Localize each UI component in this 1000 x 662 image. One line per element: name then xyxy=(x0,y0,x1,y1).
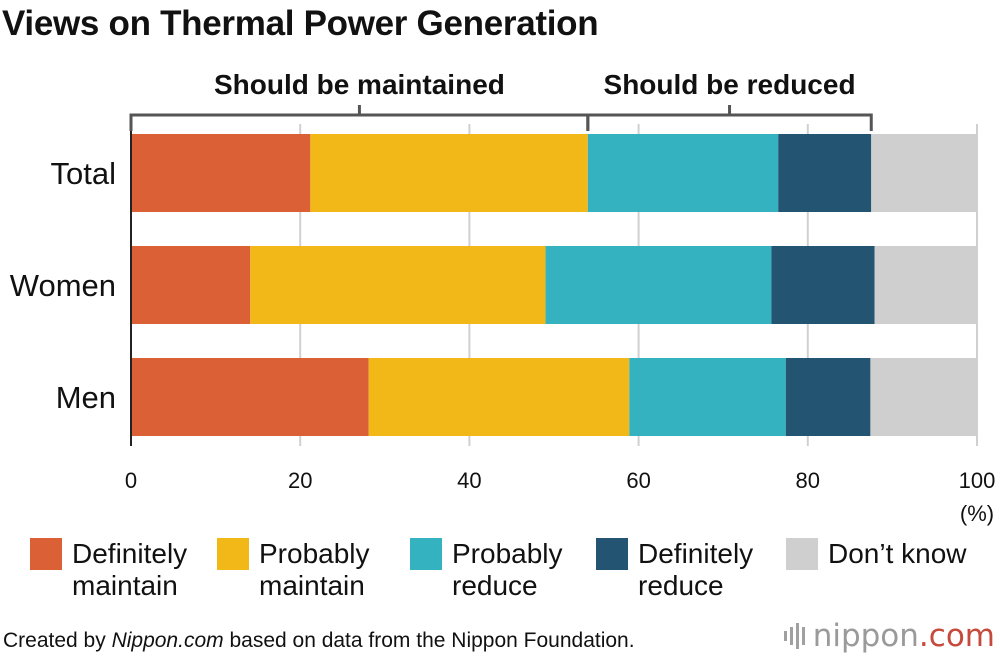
logo-name: nippon xyxy=(812,618,919,654)
legend-swatch-0 xyxy=(30,538,62,570)
bar-men-series-3 xyxy=(785,358,871,436)
group-label-1: Should be reduced xyxy=(604,69,856,100)
x-tick-label-40: 40 xyxy=(457,468,481,493)
legend-label-4: Don’t know xyxy=(828,538,967,569)
legend-swatch-1 xyxy=(217,538,249,570)
bar-total-series-3 xyxy=(778,134,872,212)
x-tick-label-100: 100 xyxy=(959,468,996,493)
bar-total-series-1 xyxy=(310,134,588,212)
logo-tld: com xyxy=(928,618,995,654)
legend-item-1: Probably maintain xyxy=(217,538,370,602)
legend-label-0: Definitely maintain xyxy=(72,538,188,601)
legend-label-2: Probably reduce xyxy=(452,538,563,601)
bar-men-series-4 xyxy=(870,358,977,436)
credit-prefix: Created by xyxy=(3,629,112,652)
group-label-0: Should be maintained xyxy=(214,69,505,100)
group-bracket-0 xyxy=(129,113,590,131)
x-tick-label-80: 80 xyxy=(796,468,820,493)
bar-total-series-4 xyxy=(871,134,977,212)
legend-swatch-4 xyxy=(786,538,818,570)
credit-suffix: based on data from the Nippon Foundation… xyxy=(223,629,635,652)
category-label-total: Total xyxy=(51,156,116,191)
x-tick-label-20: 20 xyxy=(288,468,312,493)
group-bracket-1 xyxy=(586,113,873,131)
legend-item-4: Don’t know xyxy=(786,538,967,570)
bar-total-series-0 xyxy=(131,134,311,212)
legend-label-3: Definitely reduce xyxy=(638,538,754,601)
bar-men-series-0 xyxy=(131,358,369,436)
legend-swatch-3 xyxy=(596,538,628,570)
x-unit-label: (%) xyxy=(960,501,994,526)
credit-source: Nippon.com xyxy=(111,629,224,652)
bar-women-series-3 xyxy=(771,246,875,324)
source-credit: Created by Nippon.com based on data from… xyxy=(3,629,635,653)
legend-swatch-2 xyxy=(410,538,442,570)
bar-women-series-2 xyxy=(545,246,772,324)
stacked-bar-chart: Total Women Men 0 20 40 60 80 100 (%) Should be ma… xyxy=(10,69,996,526)
legend-label-1: Probably maintain xyxy=(259,538,370,601)
chart-legend: Definitely maintain Probably maintain Prob… xyxy=(30,538,990,608)
logo-waves-icon xyxy=(783,623,805,649)
x-tick-label-0: 0 xyxy=(125,468,137,493)
bar-women-series-4 xyxy=(874,246,977,324)
category-label-men: Men xyxy=(56,380,116,415)
x-tick-label-60: 60 xyxy=(626,468,650,493)
nippon-logo: nippon. com xyxy=(783,618,995,654)
bar-women-series-1 xyxy=(250,246,546,324)
legend-item-3: Definitely reduce xyxy=(596,538,753,602)
legend-item-2: Probably reduce xyxy=(410,538,563,602)
chart-title: Views on Thermal Power Generation xyxy=(2,4,599,43)
category-label-women: Women xyxy=(10,268,116,303)
bar-women-series-0 xyxy=(131,246,251,324)
bar-men-series-1 xyxy=(368,358,630,436)
bar-total-series-2 xyxy=(587,134,779,212)
logo-dot: . xyxy=(918,618,929,654)
bar-men-series-2 xyxy=(629,358,786,436)
legend-item-0: Definitely maintain xyxy=(30,538,187,602)
